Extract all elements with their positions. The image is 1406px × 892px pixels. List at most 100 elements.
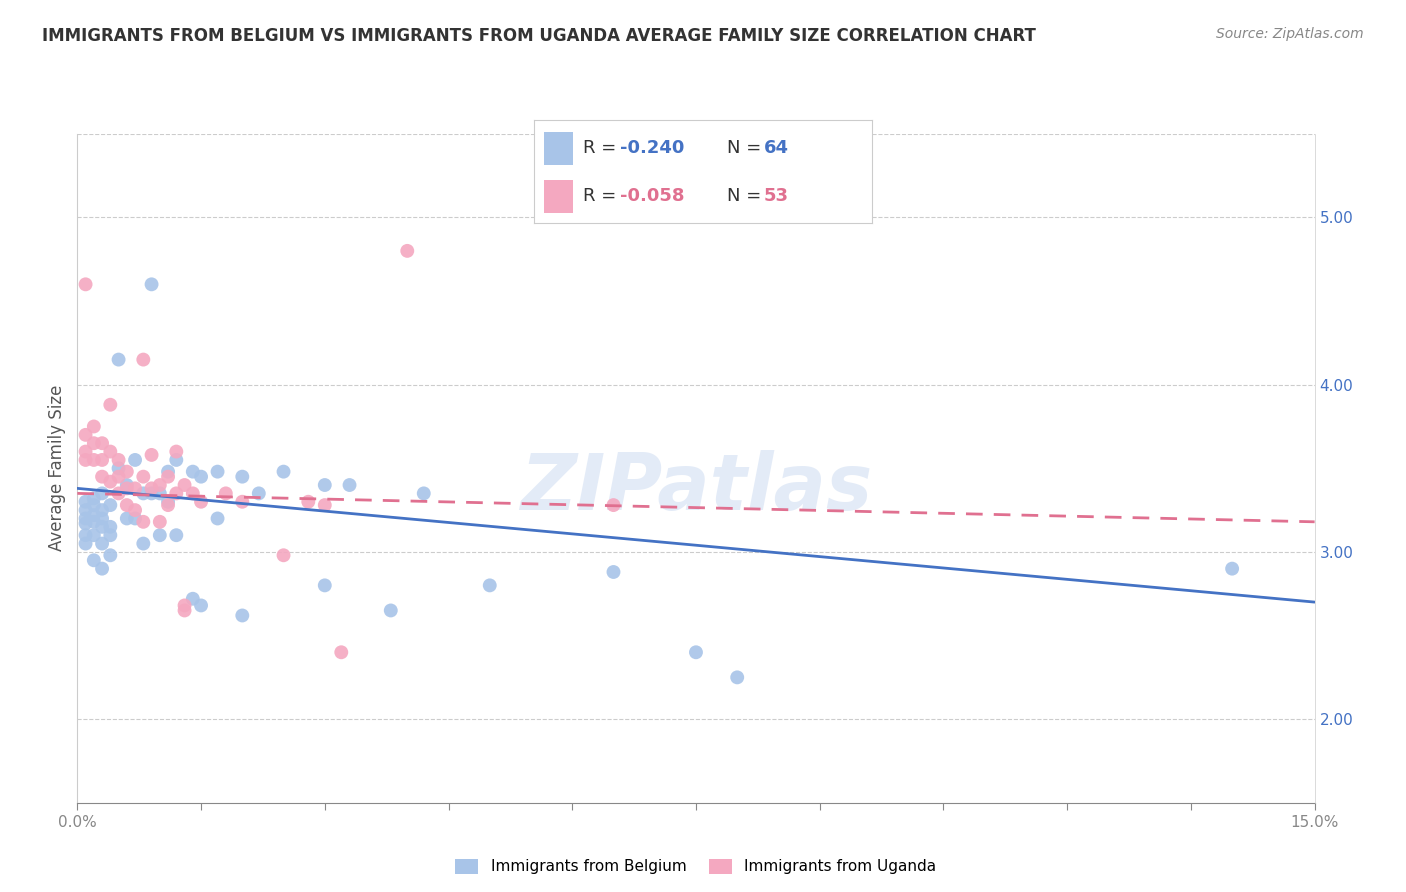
Point	[83, 498, 105, 512]
Point	[91, 469, 114, 483]
Point	[107, 486, 129, 500]
Point	[75, 536, 97, 550]
Point	[141, 277, 163, 292]
Point	[273, 465, 295, 479]
Point	[725, 670, 748, 684]
Point	[115, 465, 138, 479]
Point	[149, 528, 172, 542]
Point	[91, 520, 114, 534]
Point	[165, 486, 187, 500]
Point	[75, 428, 97, 442]
Point	[478, 578, 501, 592]
Point	[173, 603, 195, 617]
Point	[412, 486, 434, 500]
Point	[98, 475, 121, 489]
Point	[132, 469, 155, 483]
Point	[83, 515, 105, 529]
Point	[190, 495, 212, 509]
Point	[215, 486, 238, 500]
Point	[91, 486, 114, 500]
Point	[602, 565, 624, 579]
Point	[231, 469, 253, 483]
Point	[124, 453, 146, 467]
Point	[181, 486, 204, 500]
Point	[83, 508, 105, 523]
Y-axis label: Average Family Size: Average Family Size	[48, 385, 66, 551]
Point	[132, 515, 155, 529]
Point	[115, 478, 138, 492]
Text: 64: 64	[763, 139, 789, 157]
Point	[141, 486, 163, 500]
Point	[83, 491, 105, 506]
Point	[91, 436, 114, 450]
Point	[330, 645, 353, 659]
Point	[107, 453, 129, 467]
Point	[685, 645, 707, 659]
Point	[115, 498, 138, 512]
Text: ZIPatlas: ZIPatlas	[520, 450, 872, 526]
Point	[98, 528, 121, 542]
Point	[247, 486, 270, 500]
Point	[157, 469, 180, 483]
Point	[339, 478, 361, 492]
Text: -0.058: -0.058	[620, 187, 685, 205]
Point	[98, 398, 121, 412]
FancyBboxPatch shape	[544, 132, 574, 164]
Point	[75, 528, 97, 542]
Point	[98, 548, 121, 563]
Point	[75, 444, 97, 458]
Point	[231, 608, 253, 623]
Point	[98, 498, 121, 512]
Point	[149, 515, 172, 529]
Point	[98, 520, 121, 534]
Point	[380, 603, 402, 617]
FancyBboxPatch shape	[544, 180, 574, 212]
Text: 53: 53	[763, 187, 789, 205]
Point	[75, 495, 97, 509]
Point	[83, 528, 105, 542]
Point	[107, 469, 129, 483]
Point	[273, 548, 295, 563]
Point	[173, 478, 195, 492]
Legend: Immigrants from Belgium, Immigrants from Uganda: Immigrants from Belgium, Immigrants from…	[447, 851, 945, 882]
Point	[602, 498, 624, 512]
Point	[314, 498, 336, 512]
Text: -0.240: -0.240	[620, 139, 685, 157]
Point	[132, 352, 155, 367]
Point	[107, 461, 129, 475]
Point	[91, 536, 114, 550]
Point	[83, 436, 105, 450]
Point	[396, 244, 419, 258]
Point	[190, 469, 212, 483]
Point	[91, 503, 114, 517]
Point	[98, 444, 121, 458]
Point	[115, 511, 138, 525]
Point	[207, 511, 229, 525]
Point	[141, 482, 163, 496]
Point	[181, 465, 204, 479]
Point	[165, 444, 187, 458]
Text: R =: R =	[583, 187, 623, 205]
Point	[165, 528, 187, 542]
Text: R =: R =	[583, 139, 623, 157]
Point	[157, 495, 180, 509]
Point	[91, 453, 114, 467]
Point	[75, 511, 97, 525]
Point	[149, 486, 172, 500]
Point	[75, 516, 97, 531]
Point	[231, 495, 253, 509]
Point	[124, 511, 146, 525]
Point	[91, 562, 114, 576]
Point	[124, 503, 146, 517]
Point	[1220, 562, 1243, 576]
Point	[83, 419, 105, 434]
Point	[132, 486, 155, 500]
Text: IMMIGRANTS FROM BELGIUM VS IMMIGRANTS FROM UGANDA AVERAGE FAMILY SIZE CORRELATIO: IMMIGRANTS FROM BELGIUM VS IMMIGRANTS FR…	[42, 27, 1036, 45]
Point	[115, 482, 138, 496]
Point	[173, 599, 195, 613]
Point	[75, 503, 97, 517]
Point	[83, 453, 105, 467]
Point	[207, 465, 229, 479]
Text: N =: N =	[727, 139, 766, 157]
Point	[149, 478, 172, 492]
